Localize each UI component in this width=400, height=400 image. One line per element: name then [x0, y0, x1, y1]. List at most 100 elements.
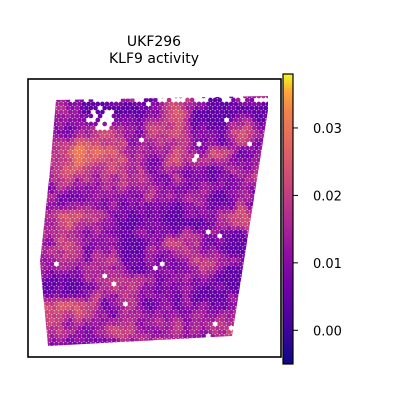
spot [132, 301, 137, 307]
spot [189, 185, 195, 191]
spot [249, 185, 255, 191]
spot [97, 169, 103, 175]
spot [58, 96, 64, 99]
spot [113, 133, 119, 139]
spot [51, 225, 57, 231]
spot [263, 105, 268, 111]
spot [97, 153, 103, 159]
spot [129, 289, 135, 295]
spot [265, 253, 268, 259]
spot [233, 101, 239, 107]
spot [178, 221, 183, 227]
spot [102, 225, 108, 231]
spot [251, 205, 257, 211]
spot [254, 121, 259, 127]
spot [210, 197, 216, 203]
spot [150, 261, 156, 267]
spot [217, 297, 223, 303]
spot [208, 305, 213, 311]
spot [93, 137, 98, 143]
spot [233, 269, 239, 275]
spot [173, 96, 179, 99]
spot [258, 329, 264, 335]
spot [148, 161, 154, 167]
spot [88, 97, 94, 103]
spot [189, 105, 195, 111]
spot [83, 161, 89, 167]
spot [93, 265, 98, 271]
spot [134, 217, 140, 223]
spot [238, 213, 243, 219]
spot [169, 285, 174, 291]
spot [182, 181, 188, 187]
spot [123, 229, 128, 235]
spot [196, 229, 202, 235]
spot [175, 169, 181, 175]
spot [180, 297, 186, 303]
spot [132, 317, 137, 323]
spot [265, 181, 268, 187]
spot [67, 213, 73, 219]
spot [203, 145, 209, 151]
spot [65, 225, 71, 231]
spot [210, 285, 216, 291]
spot [258, 193, 264, 199]
spot [256, 301, 262, 307]
spot [42, 201, 48, 207]
spot [90, 149, 96, 155]
spot [263, 169, 268, 175]
spot [221, 273, 227, 279]
spot [111, 169, 117, 175]
spot [97, 145, 103, 151]
spot [49, 205, 55, 211]
spot [54, 213, 59, 219]
spot [74, 177, 80, 183]
spot [201, 157, 206, 163]
spot [104, 261, 110, 267]
spot [86, 189, 91, 195]
spot [238, 141, 243, 147]
spot [54, 341, 59, 346]
spot [70, 201, 75, 207]
spot [196, 197, 202, 203]
spot [249, 201, 255, 207]
spot [254, 313, 259, 319]
spot [125, 337, 131, 343]
spot [86, 205, 91, 211]
spot [152, 113, 158, 119]
spot [152, 305, 158, 311]
spot [40, 301, 41, 307]
spot [212, 137, 218, 143]
spot [65, 241, 71, 247]
spot [201, 261, 206, 267]
spot [141, 189, 147, 195]
spot [100, 157, 105, 163]
spot [182, 213, 188, 219]
spot [157, 337, 163, 343]
spot [164, 293, 170, 299]
spot [175, 105, 181, 111]
spot [254, 177, 259, 183]
spot [106, 289, 112, 295]
spot [244, 249, 250, 255]
spot [169, 253, 174, 259]
spot [120, 169, 126, 175]
spot [77, 181, 82, 187]
spot [49, 293, 55, 299]
spot [182, 149, 188, 155]
spot [118, 221, 124, 227]
spot [228, 253, 234, 259]
spot [141, 117, 147, 123]
spot [256, 269, 262, 275]
spot [148, 273, 154, 279]
spot [175, 313, 181, 319]
spot [226, 241, 232, 247]
spot [210, 109, 216, 115]
spot [56, 289, 62, 295]
spot [235, 321, 241, 327]
spot [143, 177, 149, 183]
spot [72, 301, 78, 307]
spot [74, 209, 80, 215]
spot [148, 281, 154, 287]
